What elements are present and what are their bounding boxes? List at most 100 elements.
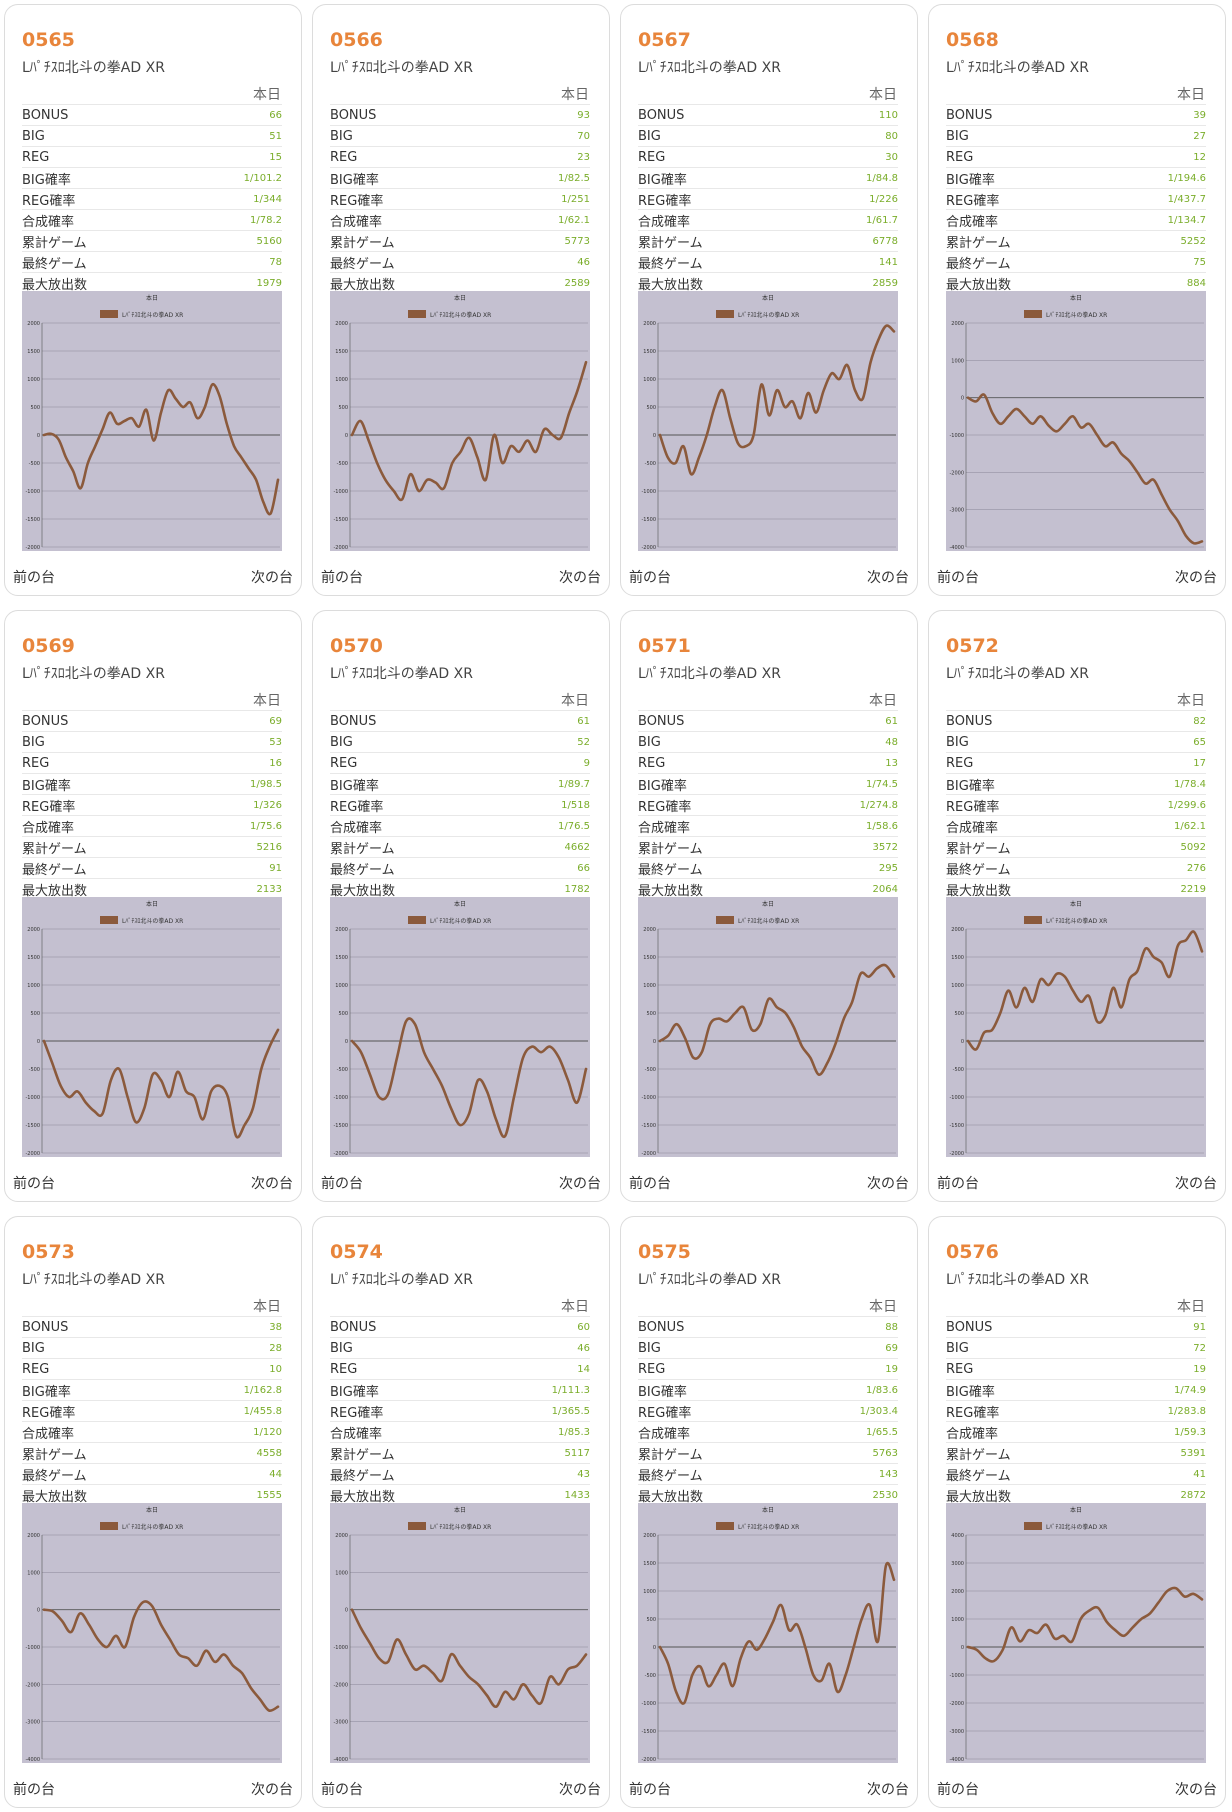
machine-number[interactable]: 0575 (638, 1241, 691, 1263)
prev-machine-link[interactable]: 前の台 (13, 1782, 55, 1798)
legend-swatch (408, 916, 426, 924)
machine-number[interactable]: 0573 (22, 1241, 75, 1263)
prev-machine-link[interactable]: 前の台 (937, 1782, 979, 1798)
stats-row: BIG確率 1/78.4 (946, 773, 1206, 794)
slump-chart-svg: 本日 Lﾊﾟﾁｽﾛ北斗の拳AD XR 2000 1500 1000 500 0 -500 -10… (638, 897, 898, 1157)
next-machine-link[interactable]: 次の台 (1175, 570, 1217, 586)
next-machine-link[interactable]: 次の台 (559, 1782, 601, 1798)
machine-number[interactable]: 0567 (638, 29, 691, 51)
stats-row-label: BONUS (946, 713, 993, 729)
stats-row-value: 1/85.3 (558, 1426, 590, 1438)
next-machine-link[interactable]: 次の台 (867, 570, 909, 586)
machine-number[interactable]: 0565 (22, 29, 75, 51)
prev-machine-link[interactable]: 前の台 (937, 570, 979, 586)
machine-number[interactable]: 0576 (946, 1241, 999, 1263)
next-machine-link[interactable]: 次の台 (251, 570, 293, 586)
stats-row-value: 10 (269, 1363, 282, 1375)
stats-row: BIG 80 (638, 125, 898, 146)
next-machine-link[interactable]: 次の台 (251, 1176, 293, 1192)
prev-machine-link[interactable]: 前の台 (629, 1782, 671, 1798)
stats-row-label: REG確率 (638, 799, 692, 815)
prev-machine-link[interactable]: 前の台 (629, 1176, 671, 1192)
stats-row-label: 合成確率 (638, 820, 691, 836)
slump-chart-svg: 本日 Lﾊﾟﾁｽﾛ北斗の拳AD XR 2000 1500 1000 500 0 -500 -10… (22, 291, 282, 551)
stats-row-value: 1/226 (869, 193, 898, 205)
stats-row-value: 1/251 (561, 193, 590, 205)
stats-row-value: 2219 (1180, 883, 1206, 895)
y-tick-label: -1000 (333, 489, 348, 495)
y-tick-label: 2000 (951, 321, 964, 327)
prev-machine-link[interactable]: 前の台 (13, 570, 55, 586)
stats-row-label: 最大放出数 (330, 883, 396, 899)
stats-row-value: 1/62.1 (558, 214, 590, 226)
stats-row-label: 最大放出数 (638, 1489, 704, 1505)
stats-row: BONUS 88 (638, 1316, 898, 1337)
machine-number[interactable]: 0574 (330, 1241, 383, 1263)
prev-machine-link[interactable]: 前の台 (937, 1176, 979, 1192)
next-machine-link[interactable]: 次の台 (1175, 1176, 1217, 1192)
y-tick-label: 1500 (643, 349, 656, 355)
chart-background (330, 291, 590, 551)
stats-row: BIG確率 1/89.7 (330, 773, 590, 794)
stats-row-label: BIG確率 (330, 778, 379, 794)
stats-row-label: REG (330, 149, 358, 165)
stats-row-value: 39 (1193, 109, 1206, 121)
stats-row: 累計ゲーム 3572 (638, 836, 898, 857)
y-tick-label: -1500 (333, 517, 348, 523)
stats-row: REG 9 (330, 752, 590, 773)
prev-machine-link[interactable]: 前の台 (321, 1782, 363, 1798)
stats-row-value: 1/76.5 (558, 820, 590, 832)
prev-machine-link[interactable]: 前の台 (321, 1176, 363, 1192)
stats-row-value: 2064 (872, 883, 898, 895)
next-machine-link[interactable]: 次の台 (251, 1782, 293, 1798)
stats-row: REG確率 1/283.8 (946, 1400, 1206, 1421)
prev-machine-link[interactable]: 前の台 (629, 570, 671, 586)
slump-chart: 本日 Lﾊﾟﾁｽﾛ北斗の拳AD XR 4000 3000 2000 1000 0 -1000 -… (946, 1503, 1206, 1763)
prev-machine-link[interactable]: 前の台 (321, 570, 363, 586)
stats-row-value: 5763 (872, 1447, 898, 1459)
next-machine-link[interactable]: 次の台 (1175, 1782, 1217, 1798)
y-tick-label: -3000 (949, 508, 964, 514)
next-machine-link[interactable]: 次の台 (867, 1176, 909, 1192)
y-tick-label: 500 (338, 1011, 348, 1017)
y-tick-label: -1000 (641, 1701, 656, 1707)
stats-row-value: 46 (577, 256, 590, 268)
machine-number[interactable]: 0566 (330, 29, 383, 51)
series-line (42, 1028, 280, 1139)
stats-row: REG確率 1/226 (638, 188, 898, 209)
slump-chart-svg: 本日 Lﾊﾟﾁｽﾛ北斗の拳AD XR 2000 1000 0 -1000 -2000 -300… (946, 291, 1206, 551)
legend-label: Lﾊﾟﾁｽﾛ北斗の拳AD XR (430, 1523, 491, 1531)
stats-row: BIG確率 1/82.5 (330, 167, 590, 188)
stats-row-label: 最終ゲーム (946, 256, 1011, 272)
machine-number[interactable]: 0570 (330, 635, 383, 657)
machine-number[interactable]: 0569 (22, 635, 75, 657)
stats-table: BONUS 93 BIG 70 REG 23 BIG確率 1/82.5 REG確率 1/251 合成… (330, 104, 590, 294)
next-machine-link[interactable]: 次の台 (867, 1782, 909, 1798)
y-tick-label: -1000 (25, 489, 40, 495)
stats-row: BIG 46 (330, 1337, 590, 1358)
stats-row-label: REG (330, 755, 358, 771)
stats-row: 累計ゲーム 4662 (330, 836, 590, 857)
stats-row: REG 23 (330, 146, 590, 167)
stats-row-label: 最終ゲーム (638, 256, 703, 272)
legend-label: Lﾊﾟﾁｽﾛ北斗の拳AD XR (738, 311, 799, 319)
stats-row-label: 最終ゲーム (946, 1468, 1011, 1484)
stats-row-label: BIG (330, 128, 353, 144)
stats-row-value: 1/134.7 (1167, 214, 1206, 226)
machine-name: Lﾊﾟﾁｽﾛ北斗の拳AD XR (330, 666, 473, 682)
machine-number[interactable]: 0571 (638, 635, 691, 657)
machine-number[interactable]: 0568 (946, 29, 999, 51)
machine-card: 0573 Lﾊﾟﾁｽﾛ北斗の拳AD XR 本日 BONUS 38 BIG 28 REG 10 BI… (4, 1216, 302, 1808)
stats-row: REG確率 1/455.8 (22, 1400, 282, 1421)
y-tick-label: -500 (953, 1067, 964, 1073)
slump-chart-svg: 本日 Lﾊﾟﾁｽﾛ北斗の拳AD XR 2000 1500 1000 500 0 -500 -10… (330, 291, 590, 551)
y-tick-label: 1000 (27, 377, 40, 383)
stats-row-label: BIG (638, 734, 661, 750)
prev-machine-link[interactable]: 前の台 (13, 1176, 55, 1192)
stats-row-label: REG (22, 1361, 50, 1377)
next-machine-link[interactable]: 次の台 (559, 1176, 601, 1192)
machine-number[interactable]: 0572 (946, 635, 999, 657)
stats-row-label: 最終ゲーム (330, 256, 395, 272)
next-machine-link[interactable]: 次の台 (559, 570, 601, 586)
stats-row-value: 6778 (872, 235, 898, 247)
